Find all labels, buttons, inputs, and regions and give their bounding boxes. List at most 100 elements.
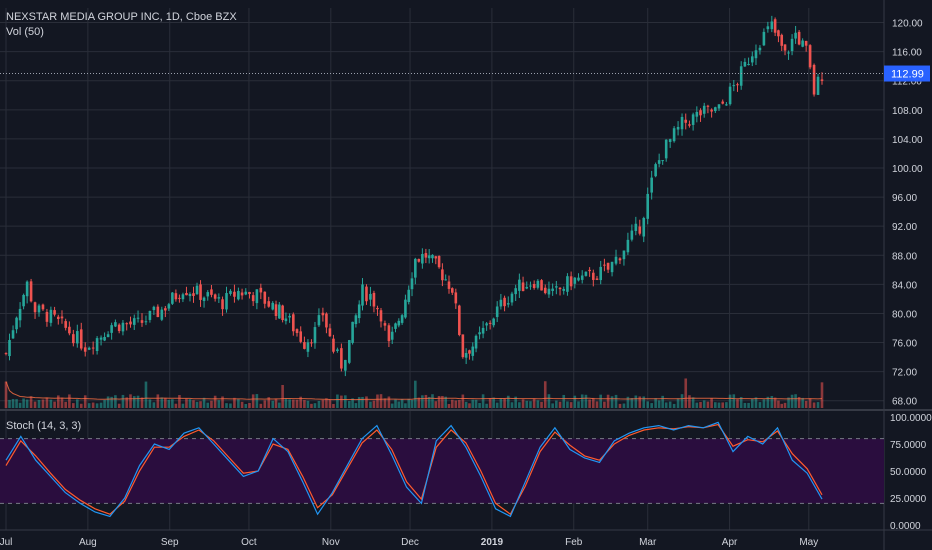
- volume-bar: [288, 399, 291, 408]
- volume-bar: [351, 398, 354, 408]
- volume-bar: [221, 396, 224, 408]
- candle-body: [233, 291, 236, 297]
- candle-body: [691, 114, 695, 125]
- volume-bar: [4, 381, 8, 408]
- candle-body: [461, 334, 465, 358]
- candle-body: [797, 31, 801, 45]
- volume-bar: [188, 399, 192, 408]
- candle-body: [721, 101, 725, 104]
- volume-bar: [657, 400, 661, 408]
- candle-body: [354, 315, 358, 325]
- volume-bar: [248, 403, 251, 408]
- candle-body: [361, 284, 364, 306]
- volume-bar: [664, 402, 668, 408]
- volume-bar: [376, 394, 379, 408]
- volume-bar: [434, 401, 438, 408]
- volume-bar: [485, 403, 488, 408]
- volume-bar: [29, 396, 33, 408]
- volume-bar: [714, 402, 717, 408]
- volume-ma-line: [5, 381, 823, 401]
- candle-body: [706, 105, 710, 107]
- volume-bar: [114, 395, 117, 408]
- volume-bar: [562, 394, 566, 408]
- volume-bar: [634, 395, 638, 408]
- candle-body: [121, 322, 125, 332]
- stoch-tick-label: 100.0000: [890, 413, 932, 424]
- candle-body: [739, 66, 743, 86]
- x-tick-label: Nov: [322, 537, 340, 548]
- volume-bar: [717, 402, 721, 408]
- candle-body: [237, 290, 240, 300]
- volume-bar: [551, 403, 554, 408]
- candle-body: [332, 338, 335, 352]
- volume-bar: [110, 396, 113, 408]
- volume-bar: [762, 399, 766, 408]
- candle-body: [295, 329, 299, 333]
- volume-bar: [387, 396, 391, 408]
- candle-body: [790, 38, 794, 52]
- volume-bar: [132, 396, 136, 408]
- x-tick-label: Apr: [722, 537, 738, 548]
- volume-bar: [237, 399, 240, 408]
- candle-body: [595, 278, 599, 280]
- candle-body: [60, 316, 64, 319]
- volume-bar: [766, 396, 770, 408]
- volume-bar: [56, 395, 60, 408]
- candle-body: [213, 294, 217, 299]
- y-tick-label: 80.00: [892, 309, 917, 320]
- candle-body: [217, 297, 221, 299]
- candle-body: [808, 45, 812, 68]
- candle-body: [777, 30, 780, 37]
- candle-body: [478, 332, 481, 335]
- volume-bar: [777, 400, 780, 408]
- candle-body: [56, 316, 60, 320]
- candle-body: [638, 226, 642, 234]
- candle-body: [8, 340, 11, 357]
- volume-bar: [306, 400, 310, 408]
- volume-bar: [213, 395, 217, 408]
- candle-body: [547, 288, 551, 295]
- volume-bar: [267, 397, 271, 408]
- volume-bar: [820, 382, 824, 408]
- candle-body: [427, 255, 431, 259]
- volume-bar: [543, 381, 547, 408]
- y-tick-label: 76.00: [892, 339, 917, 350]
- volume-bar: [394, 399, 397, 408]
- volume-bar: [72, 403, 75, 408]
- volume-bar: [461, 394, 465, 408]
- y-tick-label: 92.00: [892, 222, 917, 233]
- candle-body: [634, 223, 638, 231]
- candle-body: [171, 292, 174, 304]
- volume-bar: [53, 401, 56, 408]
- candle-body: [555, 286, 558, 288]
- volume-bar: [199, 401, 202, 408]
- candle-body: [99, 337, 103, 340]
- volume-bar: [569, 402, 573, 408]
- candle-body: [750, 56, 754, 63]
- volume-bar: [106, 396, 110, 408]
- volume-bar: [295, 399, 299, 408]
- volume-bar: [340, 395, 343, 408]
- candle-body: [710, 109, 713, 112]
- candle-body: [87, 347, 91, 350]
- candle-body: [702, 105, 706, 114]
- volume-bar: [447, 403, 451, 408]
- candle-body: [820, 79, 824, 81]
- candle-body: [506, 303, 510, 305]
- volume-bar: [325, 398, 328, 408]
- candle-body: [103, 337, 106, 341]
- candle-body: [447, 281, 451, 289]
- volume-bar: [217, 400, 221, 408]
- candle-body: [336, 349, 339, 352]
- volume-bar: [661, 395, 664, 408]
- volume-bar: [202, 397, 206, 408]
- candle-body: [156, 306, 160, 318]
- candle-body: [421, 254, 424, 264]
- candle-body: [160, 309, 164, 320]
- price-badge-label: 112.99: [891, 69, 924, 81]
- volume-bar: [618, 403, 622, 408]
- volume-bar: [178, 394, 181, 408]
- candle-body: [372, 292, 376, 307]
- candle-body: [288, 315, 291, 318]
